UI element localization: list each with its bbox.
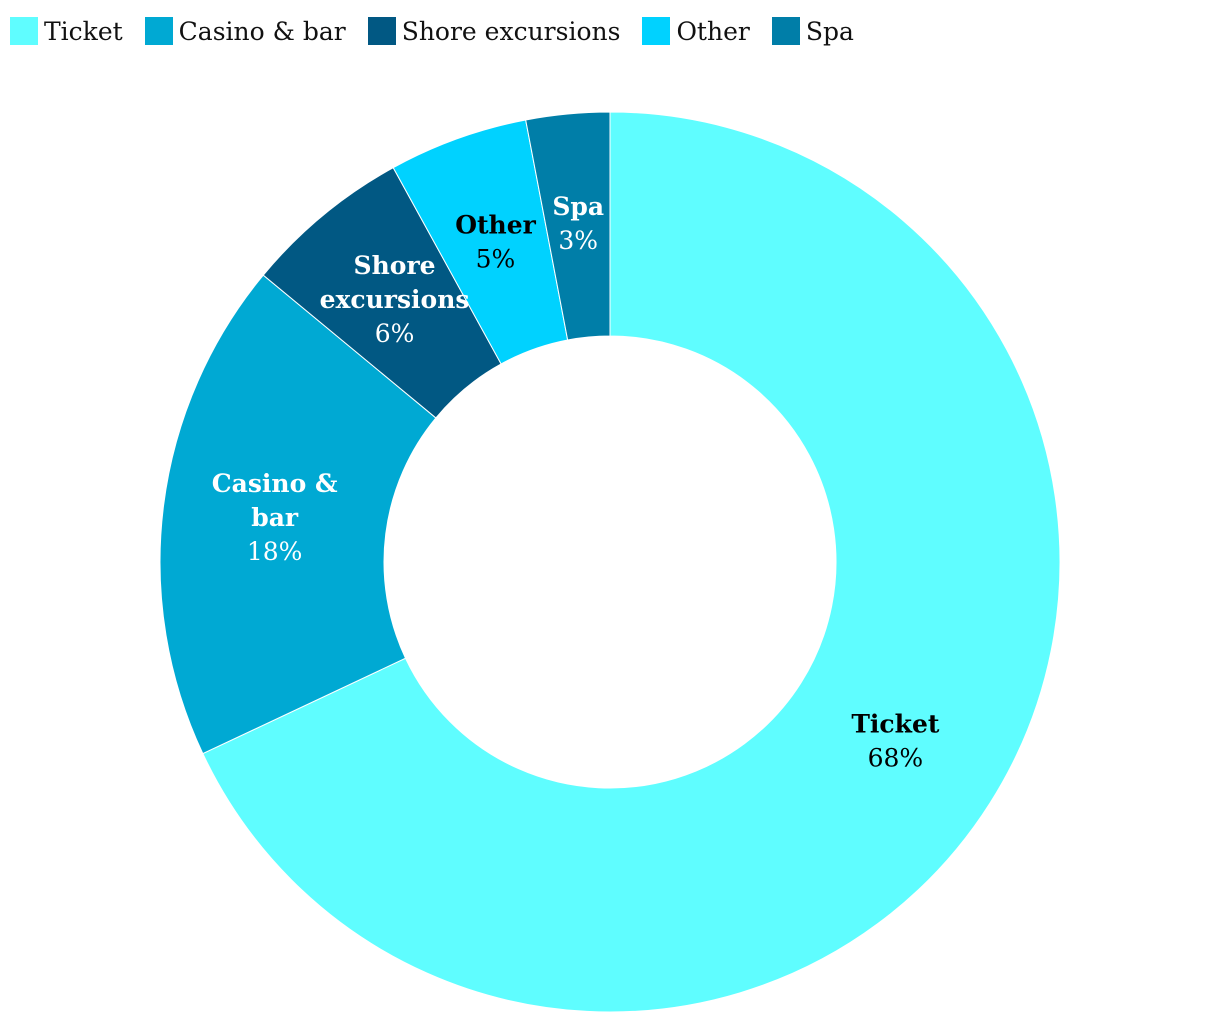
legend-label: Shore excursions xyxy=(401,16,621,46)
slice-name-label: bar xyxy=(251,503,299,532)
slice-ticket[interactable] xyxy=(202,111,1061,1013)
legend-item-spa[interactable]: Spa xyxy=(771,16,854,46)
slice-label-shore-excursions: Shore excursions 6% xyxy=(320,251,470,348)
legend-swatch xyxy=(367,17,396,45)
slice-label-casino-bar: Casino & bar 18% xyxy=(212,469,338,566)
slice-percent-label: 68% xyxy=(868,744,924,773)
slice-percent-label: 18% xyxy=(247,537,303,566)
slice-percent-label: 5% xyxy=(476,244,516,273)
legend-item-casino-bar[interactable]: Casino & bar xyxy=(144,16,346,46)
legend-item-shore-excursions[interactable]: Shore excursions xyxy=(367,16,621,46)
legend-item-ticket[interactable]: Ticket xyxy=(10,17,123,46)
legend: Ticket Casino & bar Shore excursions Other S… xyxy=(10,14,854,48)
legend-swatch xyxy=(10,17,38,45)
slice-name-label: Ticket xyxy=(851,710,940,739)
slice-name-label: Other xyxy=(455,210,536,239)
slice-label-other: Other 5% xyxy=(455,210,536,273)
slice-label-spa: Spa 3% xyxy=(552,192,604,255)
slice-name-label: Shore xyxy=(354,251,436,280)
legend-item-other[interactable]: Other xyxy=(642,16,750,46)
slice-name-label: Casino & xyxy=(212,469,338,498)
legend-label: Spa xyxy=(805,16,854,46)
legend-label: Casino & bar xyxy=(178,16,346,46)
slice-name-label: Spa xyxy=(552,192,604,221)
slice-label-ticket: Ticket 68% xyxy=(851,710,940,773)
slice-name-label: excursions xyxy=(320,285,470,314)
legend-label: Ticket xyxy=(44,16,123,46)
legend-label: Other xyxy=(676,16,750,46)
legend-swatch xyxy=(144,17,173,45)
slice-percent-label: 3% xyxy=(558,226,598,255)
slice-spa[interactable] xyxy=(525,111,611,341)
slice-casino-bar[interactable] xyxy=(159,274,437,755)
slice-percent-label: 6% xyxy=(375,319,415,348)
legend-swatch xyxy=(642,17,671,45)
legend-swatch xyxy=(771,17,800,45)
